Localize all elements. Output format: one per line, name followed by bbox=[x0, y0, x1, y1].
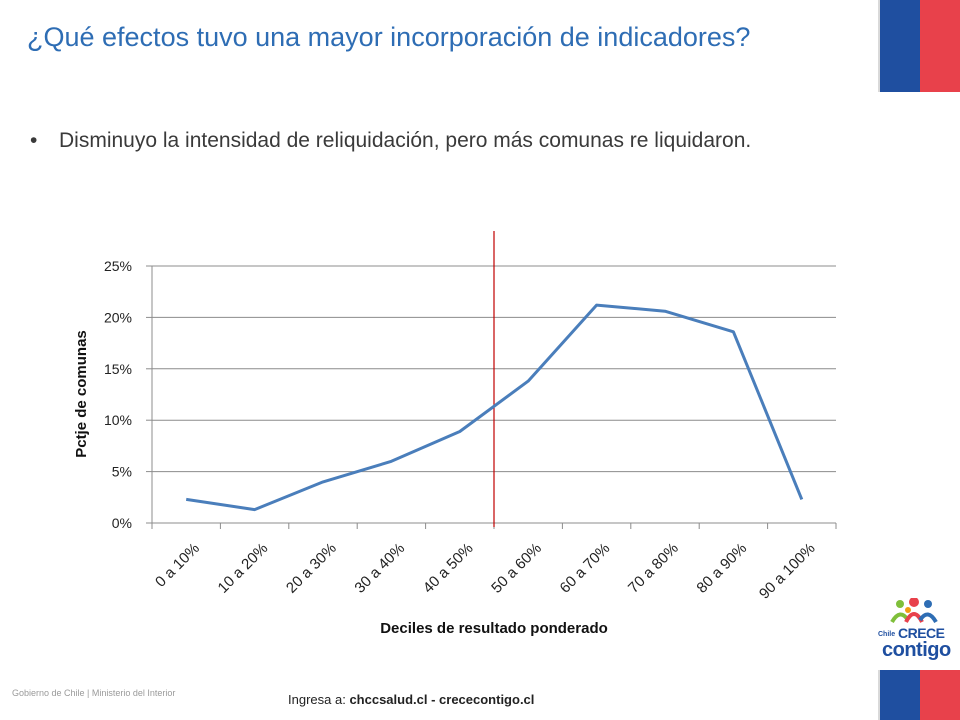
logo-text-chile: Chile bbox=[878, 631, 896, 638]
y-tick-label: 25% bbox=[104, 258, 132, 274]
chile-flag-top bbox=[878, 0, 960, 92]
series-line bbox=[185, 303, 804, 512]
x-tick-label: 40 a 50% bbox=[420, 540, 477, 597]
y-tick-label: 5% bbox=[112, 464, 132, 480]
x-tick-label: 70 a 80% bbox=[625, 540, 682, 597]
footer-prefix: Ingresa a: bbox=[288, 692, 350, 707]
chile-flag-bottom bbox=[878, 670, 960, 720]
logo-text-crece: CRECE bbox=[898, 625, 945, 641]
x-tick-label: 20 a 30% bbox=[283, 540, 340, 597]
footer-links: Ingresa a: chccsalud.cl - crececontigo.c… bbox=[288, 692, 534, 707]
bullet-text: Disminuyo la intensidad de reliquidación… bbox=[59, 129, 752, 152]
x-tick-label: 90 a 100% bbox=[756, 540, 819, 603]
logo-text-contigo: contigo bbox=[882, 639, 951, 661]
x-tick-label: 30 a 40% bbox=[351, 540, 408, 597]
y-tick-label: 0% bbox=[112, 515, 132, 531]
crece-contigo-logo: Chile CRECE contigo bbox=[878, 598, 951, 663]
y-tick-label: 20% bbox=[104, 309, 132, 325]
x-tick-label: 60 a 70% bbox=[557, 540, 614, 597]
footer-government: Gobierno de Chile | Ministerio del Inter… bbox=[12, 688, 176, 698]
x-tick-label: 10 a 20% bbox=[215, 540, 272, 597]
y-tick-label: 10% bbox=[104, 412, 132, 428]
x-axis-label: Deciles de resultado ponderado bbox=[380, 620, 608, 637]
y-axis-label: Pctje de comunas bbox=[73, 330, 90, 458]
x-tick-label: 0 a 10% bbox=[152, 540, 203, 591]
y-tick-label: 15% bbox=[104, 361, 132, 377]
footer-link-sites[interactable]: chccsalud.cl - crececontigo.cl bbox=[349, 692, 535, 707]
x-tick-label: 50 a 60% bbox=[488, 540, 545, 597]
bullet-marker: • bbox=[30, 129, 38, 152]
slide-title: ¿Qué efectos tuvo una mayor incorporació… bbox=[27, 22, 751, 52]
people-icon bbox=[890, 598, 938, 624]
x-tick-label: 80 a 90% bbox=[693, 540, 750, 597]
